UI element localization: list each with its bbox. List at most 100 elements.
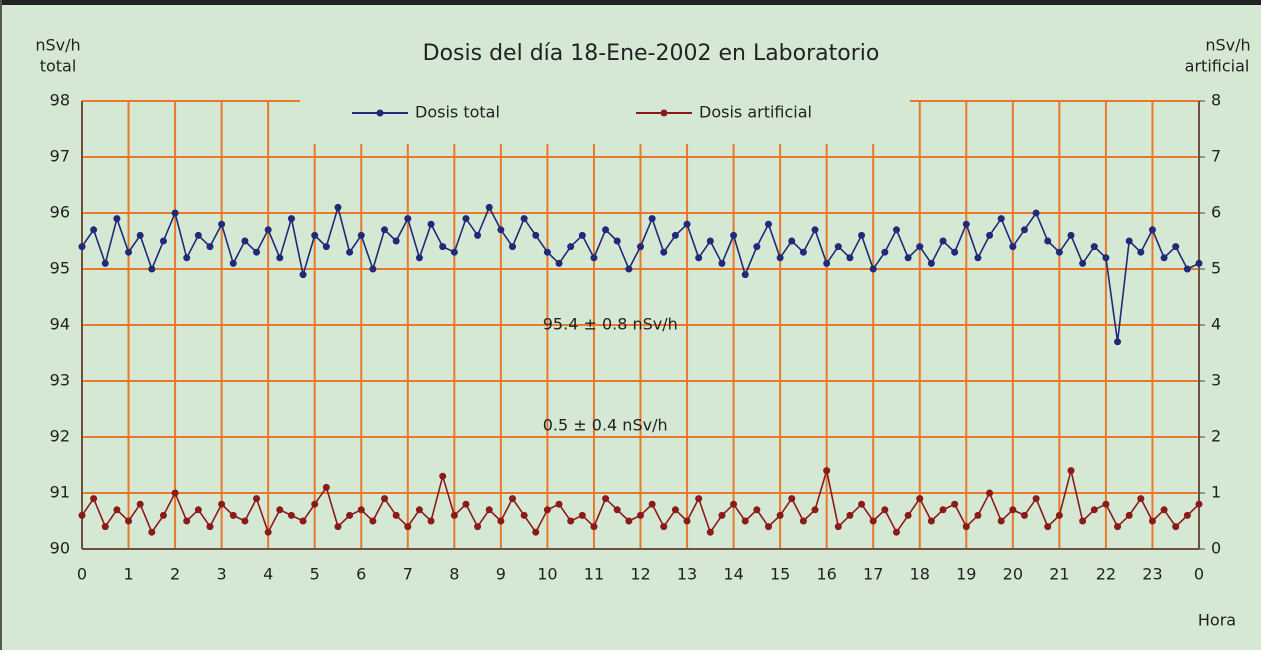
data-point	[578, 511, 586, 519]
data-point	[299, 271, 307, 279]
data-point	[253, 248, 261, 256]
y-tick-label: 96	[50, 203, 70, 222]
data-point	[695, 254, 703, 262]
data-point	[392, 237, 400, 245]
data-point	[1079, 259, 1087, 267]
x-tick-label: 0	[77, 565, 87, 584]
data-point	[1160, 506, 1168, 514]
annotation: 0.5 ± 0.4 nSv/h	[543, 415, 668, 434]
data-point	[264, 528, 272, 536]
x-tick-label: 10	[537, 565, 557, 584]
data-point	[1090, 506, 1098, 514]
data-point	[858, 231, 866, 239]
left-border	[0, 0, 2, 650]
data-point	[858, 500, 866, 508]
data-point	[997, 215, 1005, 223]
y-tick-label: 97	[50, 147, 70, 166]
data-point	[1044, 523, 1052, 531]
x-tick-label: 0	[1194, 565, 1204, 584]
data-point	[881, 248, 889, 256]
data-point	[543, 506, 551, 514]
data-point	[392, 511, 400, 519]
data-point	[229, 511, 237, 519]
data-point	[101, 523, 109, 531]
data-point	[799, 248, 807, 256]
x-tick-label: 5	[310, 565, 320, 584]
y2-tick-label: 6	[1211, 203, 1221, 222]
data-point	[1079, 517, 1087, 525]
data-point	[997, 517, 1005, 525]
data-point	[485, 506, 493, 514]
data-point	[136, 500, 144, 508]
data-point	[404, 523, 412, 531]
x-tick-label: 19	[956, 565, 976, 584]
x-tick-label: 22	[1096, 565, 1116, 584]
data-point	[509, 495, 517, 503]
data-point	[660, 523, 668, 531]
data-point	[381, 226, 389, 234]
y2-tick-label: 0	[1211, 539, 1221, 558]
data-point	[1195, 259, 1203, 267]
data-point	[206, 523, 214, 531]
data-point	[904, 511, 912, 519]
data-point	[276, 254, 284, 262]
data-point	[939, 506, 947, 514]
data-point	[1032, 495, 1040, 503]
data-point	[799, 517, 807, 525]
data-point	[869, 265, 877, 273]
data-point	[218, 500, 226, 508]
data-point	[1032, 209, 1040, 217]
x-tick-label: 17	[863, 565, 883, 584]
y2-tick-label: 3	[1211, 371, 1221, 390]
data-point	[567, 243, 575, 251]
data-point	[811, 506, 819, 514]
x-tick-label: 4	[263, 565, 273, 584]
data-point	[1172, 243, 1180, 251]
legend-label: Dosis total	[415, 103, 500, 122]
data-point	[1055, 248, 1063, 256]
data-point	[101, 259, 109, 267]
x-tick-label: 6	[356, 565, 366, 584]
data-point	[90, 495, 98, 503]
data-point	[322, 243, 330, 251]
data-point	[764, 220, 772, 228]
y-tick-label: 90	[50, 539, 70, 558]
data-point	[1090, 243, 1098, 251]
y-tick-label: 94	[50, 315, 70, 334]
data-point	[1009, 243, 1017, 251]
data-point	[962, 220, 970, 228]
data-point	[741, 271, 749, 279]
annotation: 95.4 ± 0.8 nSv/h	[543, 315, 678, 334]
data-point	[555, 500, 563, 508]
y-tick-label: 92	[50, 427, 70, 446]
data-point	[113, 506, 121, 514]
data-point	[927, 517, 935, 525]
data-point	[1137, 248, 1145, 256]
data-point	[555, 259, 563, 267]
data-point	[730, 500, 738, 508]
data-point	[1172, 523, 1180, 531]
x-tick-label: 7	[403, 565, 413, 584]
data-point	[1137, 495, 1145, 503]
data-point	[369, 265, 377, 273]
data-point	[625, 265, 633, 273]
data-point	[648, 500, 656, 508]
data-point	[706, 237, 714, 245]
data-point	[485, 203, 493, 211]
data-point	[951, 500, 959, 508]
y-tick-label: 91	[50, 483, 70, 502]
data-point	[415, 254, 423, 262]
data-point	[590, 254, 598, 262]
data-point	[1020, 226, 1028, 234]
y-tick-label: 98	[50, 91, 70, 110]
data-point	[78, 243, 86, 251]
data-point	[1102, 254, 1110, 262]
data-point	[892, 226, 900, 234]
y-tick-label: 93	[50, 371, 70, 390]
data-point	[602, 495, 610, 503]
top-border	[0, 0, 1261, 5]
data-point	[764, 523, 772, 531]
x-tick-label: 13	[677, 565, 697, 584]
data-point	[590, 523, 598, 531]
data-point	[439, 472, 447, 480]
